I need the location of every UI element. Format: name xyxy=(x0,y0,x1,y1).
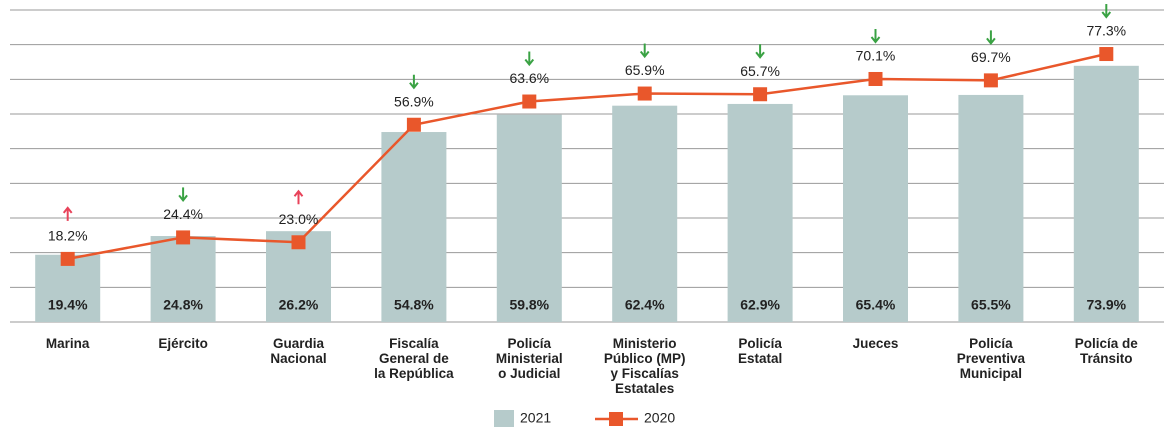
line-marker xyxy=(637,86,652,101)
x-tick-label: Ejército xyxy=(158,336,208,351)
line-marker xyxy=(753,87,768,102)
bar-value-label: 26.2% xyxy=(279,297,319,313)
change-arrow-head xyxy=(870,36,881,44)
bar xyxy=(496,114,562,323)
line xyxy=(67,52,1107,261)
line-marker xyxy=(406,117,421,132)
legend-label: 2020 xyxy=(644,410,675,426)
line-value-label: 77.3% xyxy=(1086,23,1126,39)
x-tick-label: Marina xyxy=(45,336,90,351)
bar-value-label: 73.9% xyxy=(1086,297,1126,313)
change-arrow-head xyxy=(986,37,996,45)
x-tick-label: Fiscalía General de la República xyxy=(374,336,454,381)
change-arrow-head xyxy=(639,50,650,59)
bar xyxy=(150,236,216,322)
change-arrow-head xyxy=(755,51,765,59)
legend-swatch xyxy=(494,410,514,427)
line-value-label: 24.4% xyxy=(163,206,203,222)
line-value-label: 23.0% xyxy=(279,211,319,227)
line-marker xyxy=(176,230,191,245)
change-arrow-head xyxy=(62,206,73,214)
line-value-label: 69.7% xyxy=(971,49,1011,65)
x-tick-label: Guardia Nacional xyxy=(270,336,327,366)
x-tick-label: Policía Preventiva Municipal xyxy=(956,336,1026,381)
change-arrow-head xyxy=(1101,11,1112,19)
line-marker xyxy=(291,235,306,250)
bar-value-label: 62.4% xyxy=(625,297,665,313)
line-marker xyxy=(1099,47,1114,62)
bar-value-label: 24.8% xyxy=(163,297,203,313)
line-marker xyxy=(522,94,537,109)
bar xyxy=(612,105,678,323)
x-tick-label: Policía Estatal xyxy=(737,336,783,366)
change-arrow-head xyxy=(293,189,304,197)
line-value-label: 65.7% xyxy=(740,63,780,79)
line-marker xyxy=(868,71,883,86)
bar xyxy=(958,94,1024,322)
bar-value-label: 59.8% xyxy=(509,297,549,313)
bar xyxy=(381,132,447,322)
x-tick-label: Policía Ministerial o Judicial xyxy=(495,336,563,381)
x-tick-label: Jueces xyxy=(852,336,899,351)
bar-value-label: 65.5% xyxy=(971,297,1011,313)
change-arrow-head xyxy=(524,58,535,67)
change-arrow-head xyxy=(178,194,188,203)
legend-swatch-marker xyxy=(609,412,623,426)
bar-value-label: 19.4% xyxy=(48,297,88,313)
line-value-label: 65.9% xyxy=(625,62,665,78)
line-marker xyxy=(983,73,998,88)
x-tick-label: Policía de Tránsito xyxy=(1074,336,1138,366)
bar xyxy=(727,103,793,323)
line-value-label: 63.6% xyxy=(509,70,549,86)
bar xyxy=(35,254,101,322)
bar xyxy=(843,95,908,322)
line-marker xyxy=(60,251,75,266)
change-arrow-head xyxy=(409,82,419,90)
bar-value-label: 65.4% xyxy=(856,297,896,313)
line-value-label: 70.1% xyxy=(856,48,896,64)
line-value-label: 18.2% xyxy=(48,228,88,244)
line-value-label: 56.9% xyxy=(394,93,434,109)
legend-label: 2021 xyxy=(520,410,551,426)
bar-value-label: 62.9% xyxy=(740,297,780,313)
bar-value-label: 54.8% xyxy=(394,297,434,313)
bar xyxy=(1073,65,1139,323)
x-tick-label: Ministerio Público (MP) y Fiscalías Esta… xyxy=(603,336,686,396)
